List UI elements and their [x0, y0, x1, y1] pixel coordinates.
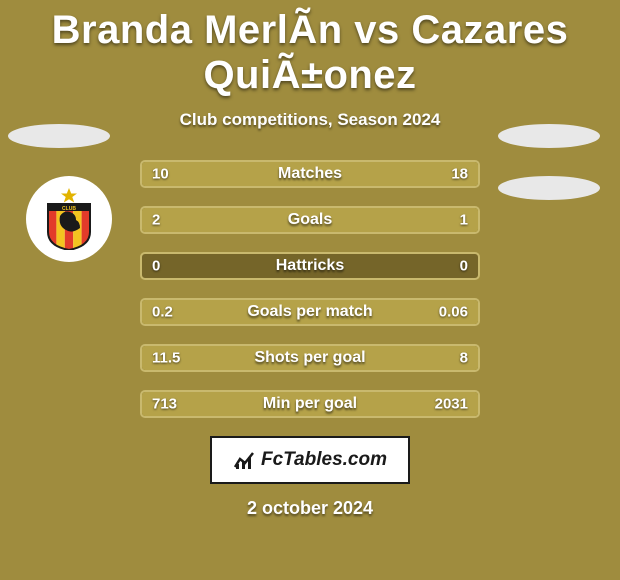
stat-label: Shots per goal [142, 349, 478, 367]
stat-label: Goals per match [142, 303, 478, 321]
stats-bars: 1018Matches 21Goals 00Hattricks 0.20.06Goal… [140, 160, 480, 418]
crest-icon: CLUB [42, 188, 96, 250]
right-player-silhouette-1 [498, 124, 600, 148]
brand-box: FcTables.com [210, 436, 410, 484]
stat-row: 0.20.06Goals per match [140, 298, 480, 326]
stat-row: 7132031Min per goal [140, 390, 480, 418]
left-club-crest: CLUB [26, 176, 112, 262]
stat-label: Goals [142, 211, 478, 229]
stat-label: Min per goal [142, 395, 478, 413]
brand-text: FcTables.com [261, 449, 387, 471]
left-player-silhouette [8, 124, 110, 148]
stat-label: Matches [142, 165, 478, 183]
date-text: 2 october 2024 [0, 498, 620, 519]
stat-row: 00Hattricks [140, 252, 480, 280]
stat-label: Hattricks [142, 257, 478, 275]
page-title: Branda MerlÃ­n vs Cazares QuiÃ±onez [0, 0, 620, 98]
svg-text:CLUB: CLUB [62, 206, 76, 212]
brand-chart-icon [233, 449, 255, 471]
stat-row: 11.58Shots per goal [140, 344, 480, 372]
stat-row: 21Goals [140, 206, 480, 234]
right-player-silhouette-2 [498, 176, 600, 200]
stat-row: 1018Matches [140, 160, 480, 188]
